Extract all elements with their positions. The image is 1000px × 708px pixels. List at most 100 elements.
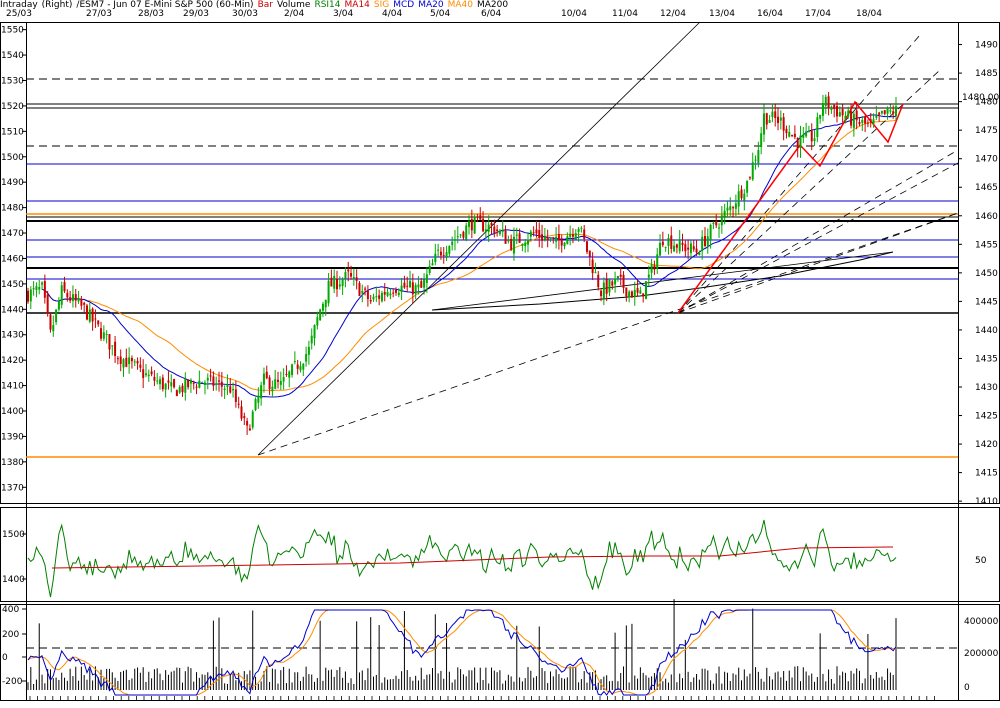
candle-body <box>409 280 412 288</box>
candle-body <box>574 233 577 240</box>
candle-body <box>102 332 105 339</box>
candle-body <box>580 227 583 229</box>
candle-body <box>703 235 706 246</box>
candle-body <box>434 253 437 263</box>
right-tick-label: 1445 <box>975 297 998 307</box>
date-label: 3/04 <box>333 9 354 19</box>
candle-body <box>892 111 895 114</box>
candle-body <box>271 386 274 392</box>
right-tick-label: 1430 <box>975 383 998 393</box>
candle-body <box>698 252 701 255</box>
right-tick-label: 1490 <box>975 41 998 51</box>
candle-body <box>852 113 855 128</box>
candle-body <box>69 297 72 301</box>
candle-body <box>307 346 310 355</box>
candle-body <box>850 111 853 126</box>
rsi-left-tick: 1500 <box>2 530 25 540</box>
candle-body <box>765 113 768 125</box>
candle-body <box>94 318 97 320</box>
candle-body <box>285 373 288 376</box>
candle-body <box>406 285 409 287</box>
candle-body <box>777 116 780 124</box>
candle-body <box>335 278 338 290</box>
candle-body <box>254 399 257 410</box>
candle-body <box>819 114 822 119</box>
candle-body <box>802 134 805 138</box>
candle-body <box>43 281 46 298</box>
candle-body <box>824 96 827 106</box>
date-label: 10/04 <box>561 9 587 19</box>
candle-body <box>673 245 676 252</box>
candle-body <box>541 234 544 241</box>
candle-body <box>577 228 580 232</box>
candle-body <box>636 288 639 293</box>
candle-body <box>83 302 86 305</box>
candle-body <box>695 248 698 253</box>
candle-body <box>420 281 423 288</box>
candle-body <box>215 383 218 385</box>
candle-body <box>187 379 190 388</box>
candle-body <box>468 221 471 227</box>
candle-body <box>218 380 221 382</box>
header-item: MA40 <box>447 0 473 10</box>
candle-body <box>810 130 813 142</box>
date-label: 13/04 <box>709 9 735 19</box>
candle-body <box>816 117 819 138</box>
candle-body <box>248 428 251 431</box>
candle-body <box>156 380 159 382</box>
header-item: RSI14 <box>314 0 341 10</box>
header-item: MA20 <box>418 0 444 10</box>
candle-body <box>650 264 653 273</box>
chart-header: Intraday (Right)/ESM7 - Jun 07 E-Mini S&P… <box>0 0 1000 11</box>
candle-body <box>538 229 541 238</box>
candle-body <box>88 309 91 322</box>
right-tick-label: 1465 <box>975 183 998 193</box>
price-panel-frame <box>0 22 1000 504</box>
candle-body <box>97 320 100 325</box>
header-item: MA200 <box>476 0 509 10</box>
candle-body <box>701 236 704 252</box>
candle-body <box>793 133 796 138</box>
candle-body <box>715 220 718 226</box>
volume-right-tick: 0 <box>964 683 970 693</box>
candle-body <box>563 242 566 247</box>
candle-body <box>619 274 622 277</box>
candle-body <box>184 379 187 393</box>
candle-body <box>734 203 737 209</box>
header-item: Volume <box>276 0 311 10</box>
volume-right-tick: 400000 <box>964 617 999 627</box>
header-item: SIG <box>373 0 390 10</box>
candle-body <box>229 386 232 393</box>
candle-body <box>310 335 313 344</box>
candle-body <box>692 246 695 250</box>
candle-body <box>625 287 628 297</box>
candle-body <box>656 254 659 269</box>
candle-body <box>886 107 889 114</box>
candle-body <box>164 383 167 390</box>
candle-body <box>74 294 77 301</box>
rsi-left-tick: 1400 <box>2 575 25 585</box>
candle-body <box>240 406 243 419</box>
candle-body <box>296 364 299 369</box>
date-label: 5/04 <box>430 9 451 19</box>
candle-body <box>49 314 52 330</box>
date-label: 6/04 <box>481 9 502 19</box>
candle-body <box>321 303 324 311</box>
date-label: 28/03 <box>138 9 164 19</box>
header-item: MA14 <box>344 0 370 10</box>
candle-body <box>212 376 215 386</box>
candle-body <box>527 239 530 245</box>
candle-body <box>456 236 459 238</box>
left-tick-label: 1410 <box>1 382 24 392</box>
candle-body <box>805 131 808 137</box>
candle-body <box>282 377 285 382</box>
candle-body <box>653 265 656 270</box>
candle-body <box>875 114 878 118</box>
candle-body <box>260 385 263 399</box>
candle-body <box>114 341 117 357</box>
candle-body <box>142 369 145 378</box>
candle-body <box>889 110 892 112</box>
candle-body <box>667 238 670 246</box>
candle-body <box>366 290 369 300</box>
candle-body <box>29 289 32 302</box>
